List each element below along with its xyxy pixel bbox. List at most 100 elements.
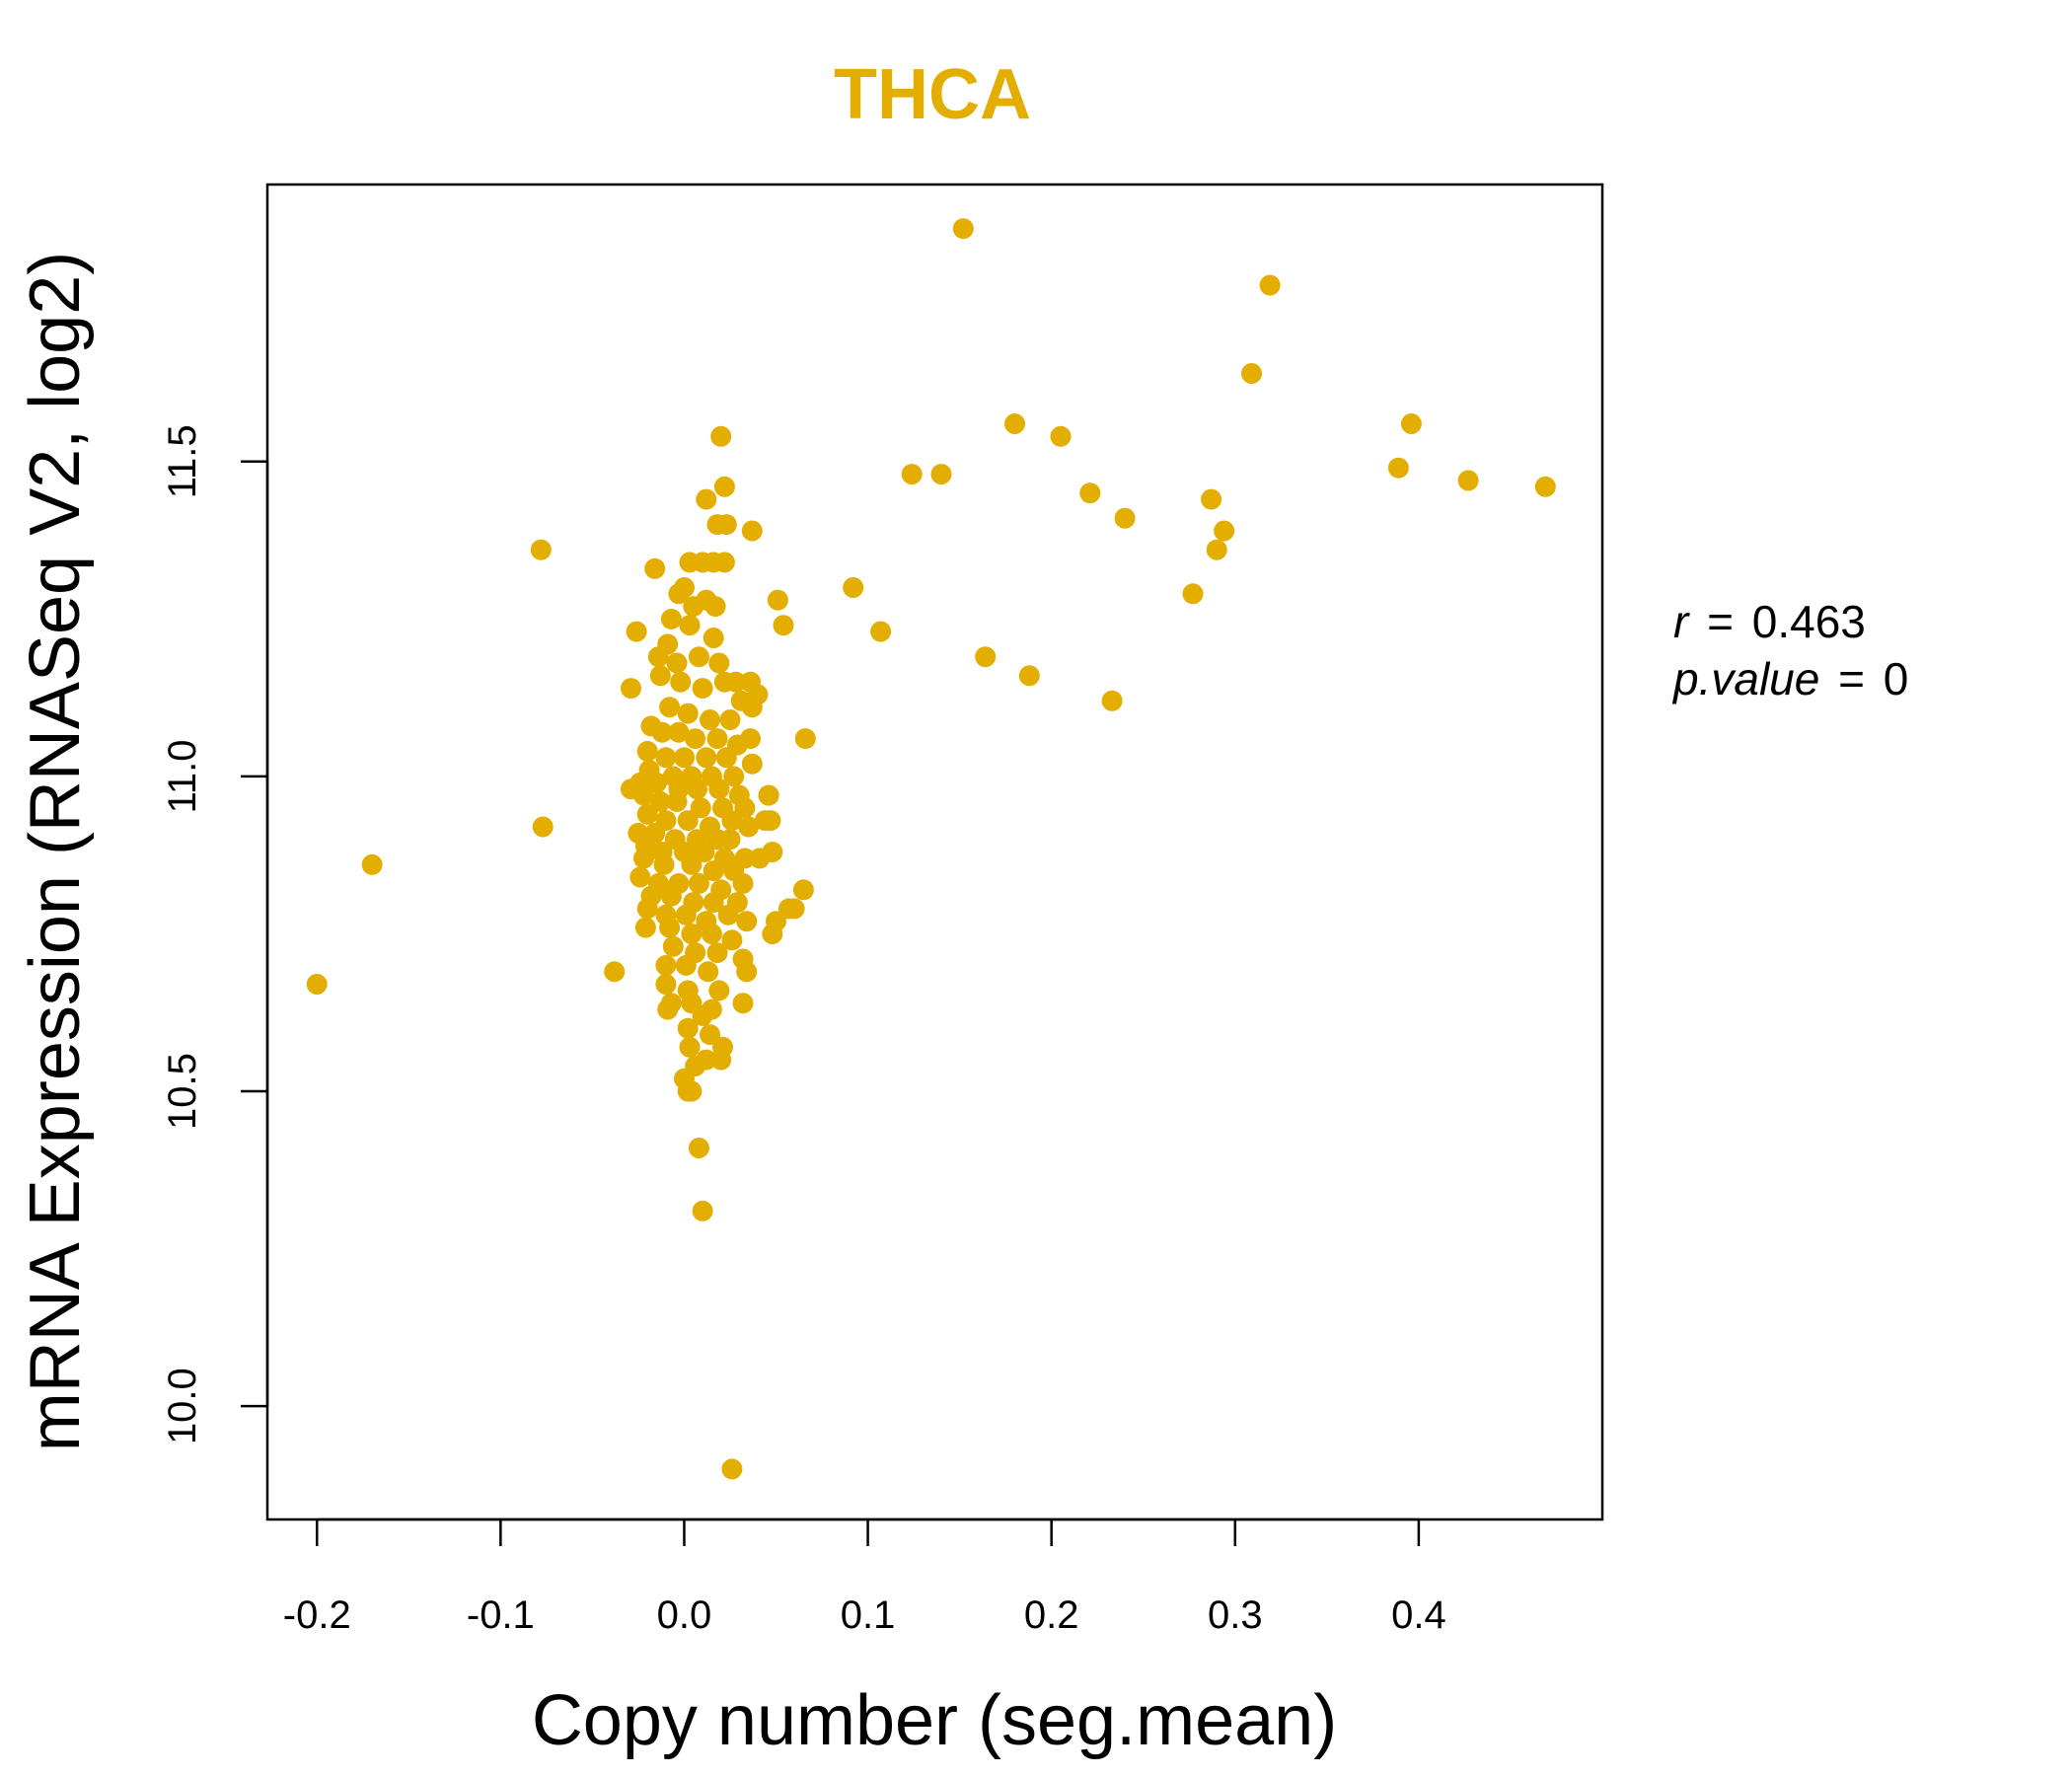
data-points [306, 218, 1556, 1480]
data-point [700, 1024, 720, 1046]
data-point [738, 816, 760, 838]
x-tick-label: 0.1 [841, 1593, 896, 1637]
data-point [1206, 539, 1227, 560]
data-point [636, 740, 658, 762]
data-point [688, 872, 709, 894]
data-point [758, 784, 779, 806]
x-tick-label: 0.3 [1208, 1593, 1263, 1637]
data-point [660, 885, 682, 907]
data-point [687, 778, 707, 800]
data-point [681, 1080, 703, 1102]
data-point [629, 866, 651, 888]
y-tick-label: 10.5 [161, 1053, 204, 1130]
data-point [677, 703, 699, 724]
data-point [703, 628, 724, 648]
stat-r-value: 0.463 [1752, 596, 1866, 647]
data-point [732, 993, 754, 1014]
y-axis-title: mRNA Expression (RNASeq V2, log2) [16, 252, 95, 1451]
data-point [694, 842, 715, 862]
data-point [1400, 413, 1422, 434]
data-point [690, 797, 711, 819]
data-point [721, 810, 743, 832]
data-point [696, 488, 717, 510]
data-point [668, 583, 690, 605]
data-point [685, 728, 706, 750]
data-point [681, 924, 703, 944]
data-point [1241, 363, 1262, 384]
data-point [649, 790, 671, 812]
data-point [633, 784, 654, 806]
plot-frame [265, 183, 1604, 1521]
data-point [666, 790, 688, 812]
data-point [659, 697, 681, 718]
data-point [670, 671, 692, 693]
data-point [692, 678, 713, 700]
data-point [677, 810, 699, 832]
data-point [692, 1004, 713, 1026]
data-point [713, 552, 735, 573]
data-point [644, 557, 666, 579]
data-point [843, 577, 864, 598]
data-point [952, 218, 974, 240]
data-point [719, 709, 741, 730]
stat-r-eq: = [1707, 596, 1734, 647]
data-point [646, 772, 667, 793]
data-point [679, 1036, 701, 1058]
x-tick-label: 0.2 [1024, 1593, 1079, 1637]
data-point [717, 904, 739, 925]
data-point [657, 999, 679, 1020]
data-point [653, 853, 675, 875]
stat-r-line: r = 0.463 [1673, 596, 1866, 647]
data-point [741, 520, 763, 542]
data-point [636, 898, 658, 920]
data-point [1079, 482, 1101, 504]
data-point [1101, 690, 1123, 711]
data-point [975, 646, 997, 668]
data-point [1457, 470, 1479, 491]
stat-p-label: p.value [1671, 653, 1819, 704]
data-point [1534, 476, 1556, 497]
data-point [1214, 520, 1235, 542]
data-point [741, 697, 763, 718]
data-point [655, 974, 677, 995]
data-point [626, 621, 647, 642]
data-point [651, 721, 673, 743]
data-point [870, 621, 892, 642]
data-point [773, 615, 794, 636]
data-point [792, 879, 814, 901]
x-tick-label: 0.0 [657, 1593, 712, 1637]
data-point [767, 589, 788, 611]
data-point [930, 464, 952, 485]
data-point [655, 747, 677, 769]
data-point [530, 539, 552, 560]
data-point [634, 917, 656, 938]
data-point [668, 721, 690, 743]
data-point [706, 728, 728, 750]
data-point [721, 929, 743, 951]
data-point [633, 848, 654, 869]
data-point [532, 816, 554, 838]
data-point [1050, 425, 1072, 447]
data-point [736, 911, 758, 932]
data-point [649, 665, 671, 687]
x-tick-label: 0.4 [1391, 1593, 1446, 1637]
data-point [688, 1138, 709, 1158]
data-point [1201, 488, 1222, 510]
y-tick-label: 11.5 [161, 424, 204, 498]
data-point [1182, 583, 1204, 605]
data-point [710, 1049, 732, 1071]
x-axis-title: Copy number (seg.mean) [532, 1681, 1337, 1760]
data-point [621, 678, 641, 700]
data-point [794, 728, 816, 750]
data-point [679, 615, 701, 636]
data-point [719, 829, 741, 851]
data-point [703, 892, 724, 914]
data-point [674, 747, 695, 769]
stat-p-eq: = [1838, 653, 1865, 704]
data-point [1114, 507, 1136, 529]
data-point [604, 961, 626, 983]
data-point [647, 646, 669, 668]
data-point [754, 810, 776, 832]
data-point [666, 652, 688, 674]
x-axis: -0.2 -0.1 0.0 0.1 0.2 0.3 0.4 [283, 1517, 1446, 1637]
